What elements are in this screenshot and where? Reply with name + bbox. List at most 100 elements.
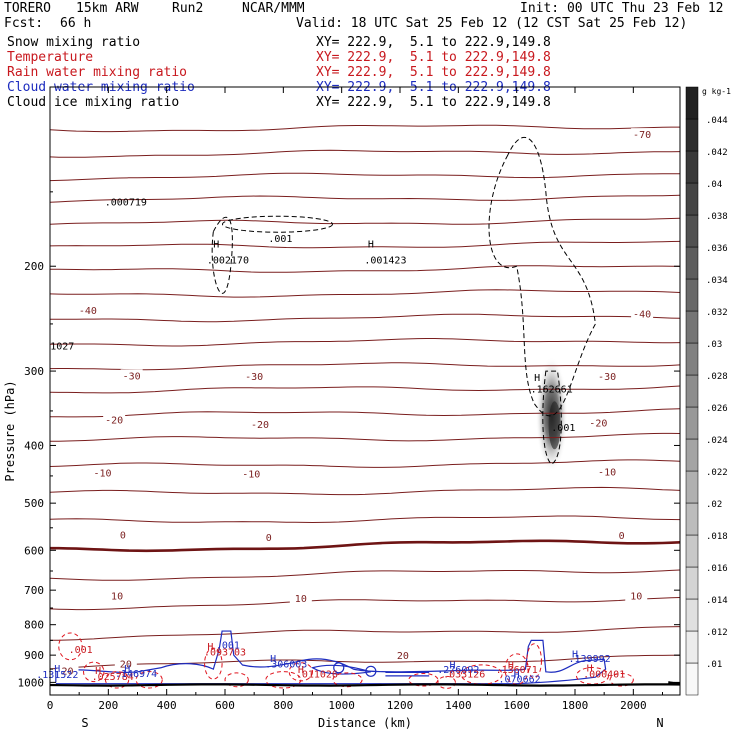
cloud-ice-contour <box>211 216 233 294</box>
forecast-hour: 66 h <box>60 16 92 31</box>
isotherm-label-bg <box>106 589 129 602</box>
isotherm <box>50 172 680 182</box>
isotherm-label-bg <box>625 589 648 602</box>
extremum-label: .001 <box>551 423 575 434</box>
isotherm-label: -30 <box>598 372 616 383</box>
isotherm-label-bg <box>596 465 619 478</box>
extremum-label: .276092 <box>437 665 479 676</box>
extremum-label: .131522 <box>36 670 78 681</box>
isotherm <box>50 194 680 203</box>
extremum-label: H <box>298 665 304 676</box>
model-name: TORERO <box>4 1 51 16</box>
colorbar-segment <box>685 438 699 472</box>
y-axis-label: Pressure (hPa) <box>3 380 17 481</box>
rain-contour <box>526 643 542 679</box>
colorbar-label: .012 <box>706 628 728 638</box>
isotherm-label-bg <box>631 307 654 320</box>
isotherm-label: 0 <box>266 533 272 544</box>
isotherm <box>50 265 680 273</box>
colorbar-label: .024 <box>706 436 728 446</box>
isotherm <box>50 654 680 670</box>
colorbar-segment <box>685 598 699 632</box>
colorbar-segment <box>685 246 699 280</box>
extremum-label: .070662 <box>499 674 541 685</box>
rain-contour <box>204 647 223 680</box>
legend-cloud-ice: Cloud ice mixing ratio <box>7 95 180 110</box>
extremum-label: H <box>514 670 520 681</box>
isotherm-label: 20 <box>397 651 409 662</box>
isotherm <box>50 217 680 225</box>
rain-contour <box>609 673 634 687</box>
legend-rain: Rain water mixing ratio <box>7 65 188 80</box>
plot-frame <box>49 86 681 696</box>
colorbar-segment <box>685 86 699 120</box>
colorbar-segment <box>685 214 699 248</box>
cloud-ice-contour <box>542 370 562 465</box>
x-tick-label: 1200 <box>387 699 414 712</box>
colorbar-label: .042 <box>706 148 728 158</box>
isotherm <box>50 486 680 496</box>
extremum-label: .001 <box>268 234 292 245</box>
extremum-label: .033126 <box>443 670 485 681</box>
x-tick-label: 600 <box>215 699 235 712</box>
cloud-water-contour <box>365 665 377 677</box>
rain-contour <box>104 671 130 689</box>
rain-contour <box>437 675 456 689</box>
x-tick-label: 800 <box>273 699 293 712</box>
rain-contour <box>265 671 302 689</box>
isotherm <box>50 289 680 298</box>
isotherm-label: 20 <box>120 660 132 671</box>
x-tick-label: 200 <box>98 699 118 712</box>
isotherm-label: 0 <box>120 530 126 541</box>
extremum-label: H <box>213 239 219 250</box>
colorbar-label: .032 <box>706 308 728 318</box>
colorbar-label: .022 <box>706 468 728 478</box>
isotherm <box>50 240 680 249</box>
isotherm-label-bg <box>257 531 280 544</box>
isotherm-label-bg <box>596 370 619 383</box>
colorbar-label: .01 <box>706 660 722 670</box>
run-label: Run2 <box>172 1 204 16</box>
legend-rain-xy: XY= 222.9, 5.1 to 222.9,149.8 <box>316 65 551 80</box>
isotherm <box>50 338 680 347</box>
rain-contour <box>135 671 163 689</box>
x-axis-label: Distance (km) <box>318 716 412 730</box>
rain-contour <box>408 673 439 687</box>
isotherm-label: -20 <box>589 418 607 429</box>
x-tick-label: 1600 <box>503 699 530 712</box>
colorbar-label: .014 <box>706 596 728 606</box>
legend-temperature-xy: XY= 222.9, 5.1 to 222.9,149.8 <box>316 50 551 65</box>
cloud-water-contour <box>310 664 372 675</box>
isotherm <box>50 408 680 418</box>
colorbar-segment <box>685 150 699 184</box>
cloud-water-contour <box>333 662 345 674</box>
y-tick-label: 800 <box>24 619 44 632</box>
extremum-label: .000719 <box>105 197 147 208</box>
y-tick-label: 200 <box>24 260 44 273</box>
colorbar-label: .038 <box>706 212 728 222</box>
legend-snow-xy: XY= 222.9, 5.1 to 222.9,149.8 <box>316 35 551 50</box>
isotherm <box>50 626 680 641</box>
isotherm <box>50 149 680 158</box>
x-tick-label: 400 <box>157 699 177 712</box>
isotherm-label-bg <box>76 304 99 317</box>
extremum-label: H <box>124 664 130 675</box>
y-tick-label: 300 <box>24 365 44 378</box>
north-endpoint-label: N <box>656 716 663 730</box>
isotherm <box>50 432 680 442</box>
rain-contour <box>58 632 83 661</box>
isotherm-label: 10 <box>295 594 307 605</box>
isotherm-label: -40 <box>79 306 97 317</box>
colorbar-segment <box>685 470 699 504</box>
isotherm-label: 10 <box>630 592 642 603</box>
isotherm-label-bg <box>56 664 79 677</box>
extremum-label: .306003 <box>265 659 307 670</box>
colorbar-label: .044 <box>706 116 728 126</box>
y-tick-label: 1000 <box>18 676 45 689</box>
colorbar-label: .04 <box>706 180 722 190</box>
colorbar-segment <box>685 406 699 440</box>
extremum-label: .146974 <box>115 669 157 680</box>
isotherm <box>50 597 680 611</box>
